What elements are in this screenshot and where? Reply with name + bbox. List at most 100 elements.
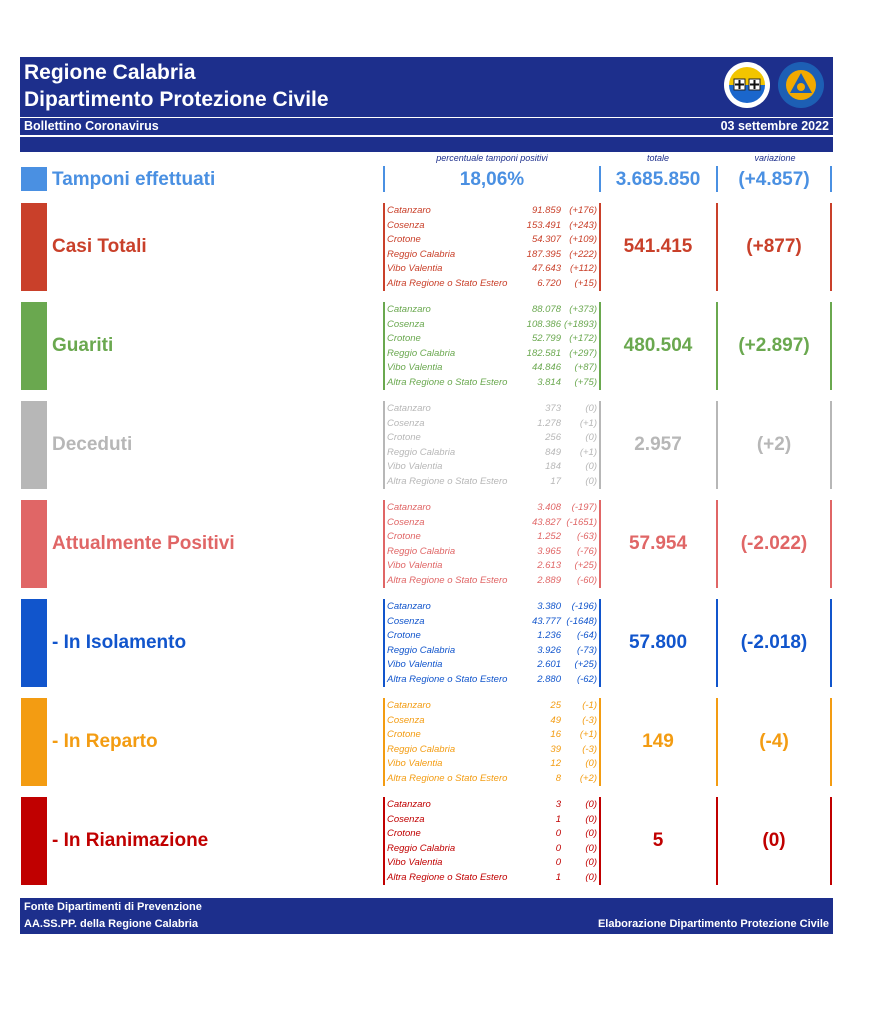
section-total: 5 <box>652 830 664 851</box>
province-row: Catanzaro 3.408 (-197) <box>387 501 597 516</box>
province-value: 43.777 <box>531 615 561 627</box>
province-row: Cosenza 1.278 (+1) <box>387 417 597 432</box>
province-name: Reggio Calabria <box>387 743 456 755</box>
province-value: 187.395 <box>526 248 561 260</box>
province-value: 16 <box>550 729 561 741</box>
section-color-bar <box>21 302 47 390</box>
section-divider <box>830 500 832 588</box>
protezione-civile-logo-icon <box>778 62 824 108</box>
province-name: Cosenza <box>387 417 425 429</box>
province-name: Cosenza <box>387 714 425 726</box>
province-value: 1.236 <box>537 630 561 642</box>
section-divider <box>830 302 832 390</box>
province-delta: (0) <box>585 758 597 770</box>
section-variation: (+2) <box>756 434 792 455</box>
province-delta: (+1) <box>579 417 597 429</box>
province-name: Crotone <box>387 333 421 345</box>
province-row: Crotone 52.799 (+172) <box>387 332 597 347</box>
province-row: Altra Regione o Stato Estero 6.720 (+15) <box>387 277 597 292</box>
section-label: - In Rianimazione <box>52 830 209 851</box>
province-list: Catanzaro 88.078 (+373) Cosenza 108.386 (+189… <box>387 303 597 391</box>
section-divider <box>830 797 832 885</box>
province-value: 182.581 <box>526 347 561 359</box>
province-value: 0 <box>555 857 561 869</box>
province-name: Vibo Valentia <box>387 857 443 869</box>
province-name: Catanzaro <box>387 700 431 711</box>
province-row: Crotone 1.252 (-63) <box>387 530 597 545</box>
province-value: 25 <box>550 700 561 711</box>
province-name: Reggio Calabria <box>387 644 456 656</box>
province-row: Altra Regione o Stato Estero 8 (+2) <box>387 772 597 787</box>
province-value: 2.601 <box>537 659 561 671</box>
tamponi-variation: (+4.857) <box>738 169 810 190</box>
province-name: Cosenza <box>387 615 425 627</box>
province-value: 3.926 <box>537 644 561 656</box>
section-total: 2.957 <box>634 434 682 455</box>
province-name: Reggio Calabria <box>387 545 456 557</box>
province-name: Vibo Valentia <box>387 560 443 572</box>
tamponi-divider <box>716 166 718 192</box>
section-divider <box>599 698 601 786</box>
separator-bar <box>20 137 833 152</box>
section-divider <box>383 797 385 885</box>
province-name: Crotone <box>387 828 421 840</box>
province-delta: (-73) <box>576 644 597 656</box>
province-value: 184 <box>545 461 561 473</box>
province-value: 44.846 <box>531 362 561 374</box>
province-row: Crotone 54.307 (+109) <box>387 233 597 248</box>
province-delta: (+373) <box>569 304 597 315</box>
province-delta: (+1) <box>579 446 597 458</box>
province-value: 8 <box>555 772 561 784</box>
province-row: Vibo Valentia 12 (0) <box>387 757 597 772</box>
province-delta: (-76) <box>576 545 597 557</box>
province-name: Crotone <box>387 234 421 246</box>
province-row: Catanzaro 3.380 (-196) <box>387 600 597 615</box>
province-value: 3.965 <box>537 545 561 557</box>
section-label: - In Reparto <box>52 731 158 752</box>
province-row: Altra Regione o Stato Estero 2.889 (-60) <box>387 574 597 589</box>
footer-source-line1: Fonte Dipartimenti di Prevenzione <box>24 901 202 913</box>
footer-credit: Elaborazione Dipartimento Protezione Civ… <box>597 918 829 930</box>
province-delta: (0) <box>585 461 597 473</box>
province-row: Cosenza 1 (0) <box>387 813 597 828</box>
province-row: Crotone 256 (0) <box>387 431 597 446</box>
section-divider <box>383 698 385 786</box>
province-delta: (-62) <box>576 673 597 685</box>
province-delta: (-196) <box>571 601 597 612</box>
province-row: Vibo Valentia 184 (0) <box>387 460 597 475</box>
province-row: Vibo Valentia 2.613 (+25) <box>387 559 597 574</box>
province-name: Altra Regione o Stato Estero <box>387 376 508 388</box>
section-divider <box>830 599 832 687</box>
province-name: Catanzaro <box>387 304 431 315</box>
province-row: Altra Regione o Stato Estero 3.814 (+75) <box>387 376 597 391</box>
section-variation: (+877) <box>746 236 802 257</box>
province-value: 849 <box>545 446 561 458</box>
section-divider <box>599 797 601 885</box>
province-row: Reggio Calabria 3.926 (-73) <box>387 644 597 659</box>
province-value: 1 <box>555 871 561 883</box>
province-value: 373 <box>545 403 561 414</box>
province-row: Cosenza 43.777 (-1648) <box>387 615 597 630</box>
section-divider <box>383 401 385 489</box>
province-value: 17 <box>550 475 561 487</box>
section-divider <box>599 500 601 588</box>
section-divider <box>599 302 601 390</box>
footer-banner: Fonte Dipartimenti di Prevenzione AA.SS.… <box>20 898 833 934</box>
province-value: 3.408 <box>537 502 561 513</box>
province-row: Catanzaro 91.859 (+176) <box>387 204 597 219</box>
section-color-bar <box>21 203 47 291</box>
province-delta: (+176) <box>569 205 597 216</box>
province-delta: (+172) <box>569 333 597 345</box>
province-row: Vibo Valentia 0 (0) <box>387 856 597 871</box>
tamponi-divider <box>830 166 832 192</box>
province-value: 256 <box>545 432 561 444</box>
province-row: Crotone 0 (0) <box>387 827 597 842</box>
province-name: Cosenza <box>387 219 425 231</box>
province-row: Catanzaro 3 (0) <box>387 798 597 813</box>
province-value: 0 <box>555 842 561 854</box>
section-divider <box>599 599 601 687</box>
province-value: 88.078 <box>531 304 561 315</box>
province-delta: (+222) <box>569 248 597 260</box>
province-delta: (0) <box>585 828 597 840</box>
header-banner <box>20 57 833 117</box>
